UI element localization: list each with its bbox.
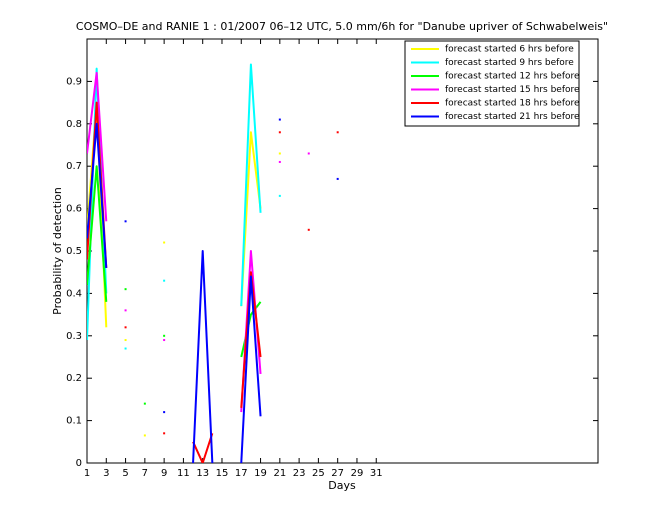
data-point: [143, 402, 146, 405]
data-point: [336, 131, 339, 134]
x-tick-label: 13: [196, 468, 209, 479]
x-tick-label: 23: [293, 468, 306, 479]
series-layer: [87, 63, 339, 463]
y-tick-label: 0.9: [66, 76, 82, 87]
data-point: [163, 432, 166, 435]
x-tick-label: 25: [312, 468, 325, 479]
series-line: [87, 122, 108, 269]
legend-label: forecast started 6 hrs before: [445, 45, 574, 55]
x-axis-label: Days: [328, 479, 356, 492]
x-tick-label: 11: [177, 468, 190, 479]
legend-label: forecast started 18 hrs before: [445, 99, 580, 109]
x-tick-label: 19: [254, 468, 267, 479]
legend-label: forecast started 15 hrs before: [445, 85, 580, 95]
series-line: [240, 271, 262, 408]
data-point: [307, 152, 310, 155]
data-point: [163, 334, 166, 337]
data-point: [278, 152, 281, 155]
data-point: [124, 309, 127, 312]
data-point: [124, 288, 127, 291]
x-tick-label: 1: [84, 468, 90, 479]
data-point: [163, 339, 166, 342]
data-point: [278, 160, 281, 163]
x-tick-label: 5: [122, 468, 128, 479]
series-line: [240, 63, 262, 307]
data-point: [163, 411, 166, 414]
series-line: [87, 165, 108, 302]
y-tick-label: 0.2: [66, 373, 82, 384]
x-tick-label: 15: [216, 468, 229, 479]
series-line: [240, 275, 262, 463]
data-point: [143, 434, 146, 437]
x-tick-label: 17: [235, 468, 248, 479]
x-tick-label: 31: [370, 468, 383, 479]
legend-label: forecast started 12 hrs before: [445, 72, 580, 82]
series-line: [87, 71, 108, 222]
y-tick-label: 0.7: [66, 161, 82, 172]
data-point: [124, 220, 127, 223]
data-point: [278, 118, 281, 121]
data-point: [124, 339, 127, 342]
data-point: [163, 279, 166, 282]
data-point: [124, 347, 127, 350]
y-tick-label: 0: [76, 458, 82, 469]
y-axis-label: Probability of detection: [51, 187, 64, 315]
legend-label: forecast started 9 hrs before: [445, 58, 574, 68]
series-line: [192, 433, 214, 463]
x-tick-label: 29: [351, 468, 364, 479]
y-tick-label: 0.5: [66, 246, 82, 257]
y-tick-label: 0.4: [66, 288, 82, 299]
data-point: [336, 177, 339, 180]
x-tick-label: 21: [273, 468, 286, 479]
y-tick-label: 0.8: [66, 119, 82, 130]
legend-box: [404, 40, 580, 127]
data-point: [278, 131, 281, 134]
y-tick-label: 0.1: [66, 416, 82, 427]
data-point: [163, 241, 166, 244]
x-tick-label: 3: [103, 468, 109, 479]
data-point: [278, 194, 281, 197]
legend-label: forecast started 21 hrs before: [445, 112, 580, 122]
chart-title: COSMO–DE and RANIE 1 : 01/2007 06–12 UTC…: [76, 20, 608, 33]
x-tick-label: 9: [161, 468, 167, 479]
x-tick-label: 7: [142, 468, 148, 479]
data-point: [124, 326, 127, 329]
series-line: [192, 250, 214, 463]
y-tick-label: 0.6: [66, 204, 82, 215]
data-point: [307, 228, 310, 231]
x-tick-label: 27: [331, 468, 344, 479]
y-tick-label: 0.3: [66, 331, 82, 342]
